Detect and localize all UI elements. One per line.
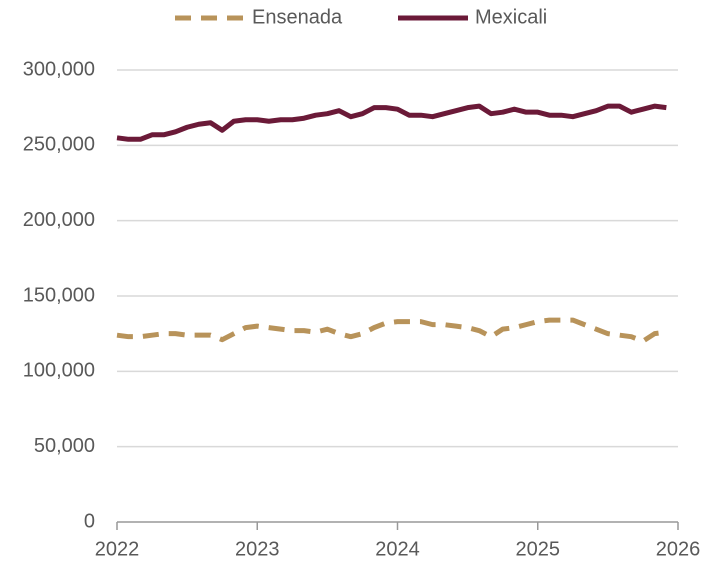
y-tick-label: 0 — [84, 510, 95, 532]
y-tick-label: 150,000 — [23, 284, 95, 306]
x-tick-label: 2022 — [95, 538, 140, 560]
y-tick-label: 50,000 — [34, 435, 95, 457]
legend-label: Mexicali — [475, 6, 547, 28]
x-tick-label: 2026 — [656, 538, 701, 560]
y-tick-label: 250,000 — [23, 134, 95, 156]
x-tick-label: 2024 — [375, 538, 420, 560]
series-line — [116, 103, 667, 142]
y-tick-label: 200,000 — [23, 209, 95, 231]
y-tick-label: 300,000 — [23, 58, 95, 80]
series-line — [116, 317, 667, 344]
legend-label: Ensenada — [252, 6, 343, 28]
y-tick-label: 100,000 — [23, 360, 95, 382]
x-tick-label: 2025 — [516, 538, 561, 560]
x-tick-label: 2023 — [235, 538, 280, 560]
